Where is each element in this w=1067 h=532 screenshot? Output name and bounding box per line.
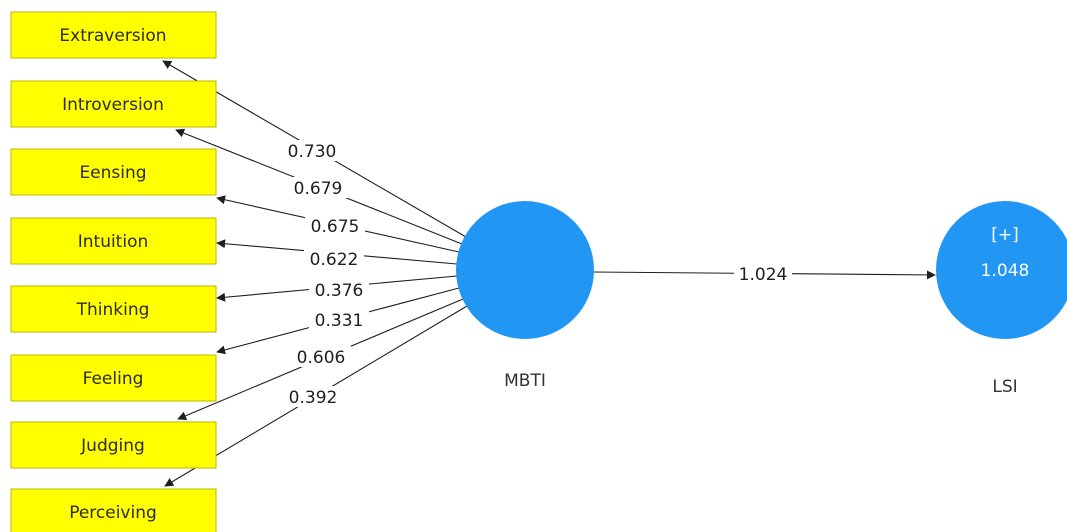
indicator-extraversion[interactable]: Extraversion [10, 11, 217, 59]
construct-mbti-circle[interactable] [456, 201, 594, 339]
indicator-label: Perceiving [69, 503, 157, 523]
loading-value-thinking: 0.376 [315, 281, 364, 301]
loading-value-perceiving: 0.392 [289, 388, 338, 408]
expand-toggle[interactable]: [+] [991, 225, 1019, 245]
indicator-label: Introversion [62, 95, 164, 115]
indicator-judging[interactable]: Judging [10, 421, 217, 469]
indicator-label: Thinking [76, 300, 150, 320]
path-coefficient-mbti-lsi: 1.024 [739, 265, 788, 285]
construct-lsi[interactable]: [+] 1.048 LSI [936, 201, 1067, 397]
indicator-perceiving[interactable]: Perceiving [10, 488, 217, 532]
construct-mbti-label: MBTI [504, 371, 546, 391]
indicator-introversion[interactable]: Introversion [10, 80, 217, 128]
indicator-feeling[interactable]: Feeling [10, 354, 217, 402]
indicator-label: Feeling [83, 369, 144, 389]
indicator-boxes: Extraversion Introversion Eensing Intuit… [10, 11, 217, 532]
indicator-thinking[interactable]: Thinking [10, 285, 217, 333]
loading-labels: 0.730 0.679 0.675 0.622 0.376 0.331 0.60… [282, 140, 792, 408]
construct-mbti[interactable]: MBTI [456, 201, 594, 391]
indicator-label: Intuition [78, 232, 149, 252]
loading-value-feeling: 0.331 [315, 311, 364, 331]
indicator-label: Eensing [79, 163, 146, 183]
loading-value-intuition: 0.622 [310, 250, 359, 270]
construct-lsi-circle[interactable] [936, 201, 1067, 339]
r-squared-value: 1.048 [981, 261, 1030, 281]
loading-value-judging: 0.606 [297, 348, 346, 368]
indicator-eensing[interactable]: Eensing [10, 148, 217, 196]
indicator-intuition[interactable]: Intuition [10, 217, 217, 265]
loading-value-introversion: 0.679 [294, 179, 343, 199]
indicator-label: Extraversion [59, 26, 166, 46]
loading-value-eensing: 0.675 [311, 217, 360, 237]
loading-value-extraversion: 0.730 [288, 142, 337, 162]
construct-lsi-label: LSI [992, 377, 1017, 397]
indicator-label: Judging [80, 436, 145, 456]
